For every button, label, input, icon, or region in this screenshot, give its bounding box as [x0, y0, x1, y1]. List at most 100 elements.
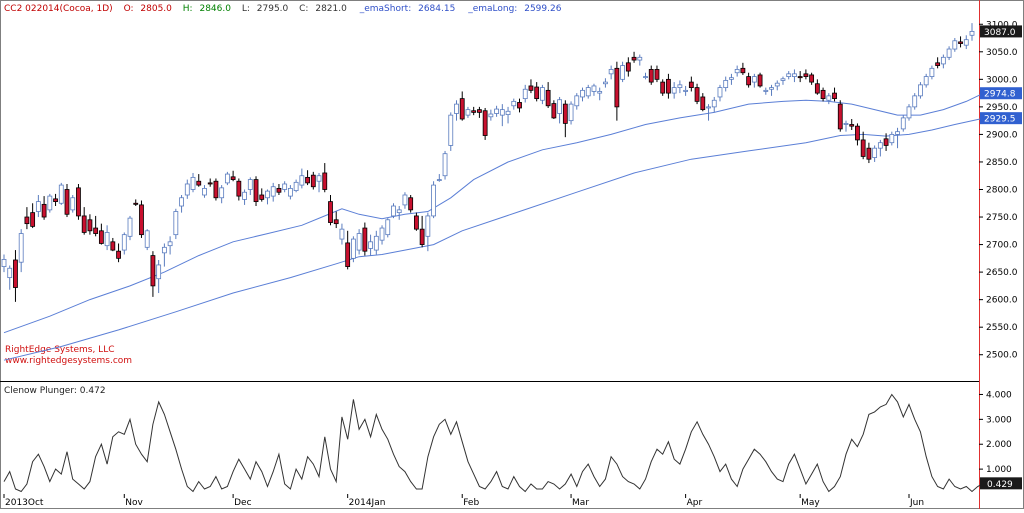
candle-body	[574, 95, 580, 107]
header-close-label: C:	[299, 4, 308, 14]
candle-body	[293, 181, 299, 191]
header-ema-long-value: 2599.26	[524, 4, 561, 14]
candle-body	[511, 100, 517, 107]
candle-body	[877, 142, 883, 149]
candle-body	[190, 176, 196, 190]
candle-body	[895, 131, 900, 135]
candle-body	[671, 87, 677, 94]
candle-body	[889, 134, 895, 144]
candle-body	[70, 197, 76, 211]
candle-body	[282, 183, 288, 190]
candle-body	[912, 95, 918, 108]
candle-body	[362, 227, 368, 252]
price-tick-label: 3100.0	[986, 20, 1018, 30]
candle-body	[477, 109, 482, 113]
candle-body	[780, 78, 786, 81]
candle-body	[471, 110, 477, 113]
candle-body	[161, 246, 167, 254]
price-tick-label: 2500.0	[986, 351, 1018, 361]
candle-body	[494, 108, 499, 114]
price-tick-label: 2600.0	[986, 296, 1018, 306]
candle-body	[276, 187, 282, 193]
price-marker-label: 2974.8	[984, 90, 1016, 100]
chart-header: CC2 022014(Cocoa, 1D) O: 2805.0 H: 2846.…	[4, 4, 562, 14]
indicator-tick-label: 4.000	[986, 390, 1012, 400]
candle-body	[81, 215, 87, 233]
time-tick-label: Dec	[234, 498, 251, 508]
candle-body	[53, 198, 58, 203]
candle-body	[528, 85, 534, 91]
candle-body	[940, 56, 946, 65]
candle-body	[236, 180, 242, 197]
candle-body	[717, 87, 723, 98]
candle-body	[213, 180, 219, 199]
time-tick-label: 2013Oct	[5, 498, 44, 508]
candle-body	[202, 187, 207, 196]
candle-body	[654, 69, 660, 80]
header-high-value: 2846.0	[199, 4, 231, 14]
candle-body	[116, 250, 121, 259]
time-axis: 2013Oct Nov Dec 2014Jan Feb Mar Apr May Jun	[3, 494, 924, 508]
candle-body	[224, 173, 230, 184]
price-marker-box	[980, 87, 1022, 100]
price-tick-label: 3050.0	[986, 48, 1018, 58]
candle-body	[173, 211, 179, 236]
candle-body	[797, 76, 803, 79]
candle-body	[98, 230, 104, 244]
candle-body	[24, 216, 30, 225]
header-ema-short-label: _emaShort:	[359, 4, 412, 14]
candle-body	[270, 186, 276, 197]
candle-body	[757, 74, 763, 87]
candle-body	[87, 219, 93, 232]
candle-body	[30, 212, 36, 227]
candle-body	[706, 106, 711, 109]
candle-body	[431, 184, 436, 217]
ema-short-line	[3, 92, 984, 334]
price-marker-label: 2929.5	[984, 115, 1016, 125]
watermark-url: www.rightedgesystems.com	[5, 356, 132, 366]
candle-body	[906, 106, 912, 119]
indicator-tick-label: 2.000	[986, 440, 1012, 450]
candle-body	[809, 74, 815, 83]
candle-body	[167, 241, 173, 247]
candle-body	[110, 241, 116, 251]
candle-body	[969, 31, 975, 36]
candle-body	[58, 184, 64, 204]
indicator-plot	[3, 393, 984, 493]
candle-body	[328, 201, 333, 223]
price-tick-label: 2850.0	[986, 158, 1018, 168]
candle-body	[740, 67, 746, 74]
price-tick-label: 2950.0	[986, 103, 1018, 113]
time-tick-label: May	[801, 498, 820, 508]
candle-body	[534, 86, 540, 100]
candle-body	[350, 238, 356, 259]
candle-body	[557, 99, 562, 114]
candle-body	[230, 176, 236, 180]
candle-body	[883, 138, 889, 146]
candle-body	[76, 187, 81, 217]
header-ema-short-value: 2684.15	[418, 4, 455, 14]
candle-body	[643, 76, 648, 78]
price-tick-label: 2750.0	[986, 213, 1018, 223]
candle-body	[803, 73, 809, 77]
candle-body	[683, 89, 689, 92]
candle-body	[843, 123, 849, 125]
candle-body	[442, 153, 448, 177]
candle-body	[179, 197, 184, 207]
candle-body	[385, 219, 391, 236]
candle-body	[855, 125, 860, 141]
candle-body	[900, 117, 906, 130]
candle-body	[414, 215, 419, 230]
candle-body	[729, 77, 734, 80]
candle-body	[963, 39, 969, 46]
candle-body	[631, 56, 637, 61]
candle-body	[585, 87, 591, 97]
candle-body	[723, 80, 729, 89]
candle-body	[13, 259, 18, 288]
candle-body	[1, 259, 7, 268]
time-tick-label: 2014Jan	[349, 498, 386, 508]
candle-body	[849, 124, 855, 127]
candle-body	[259, 194, 265, 200]
